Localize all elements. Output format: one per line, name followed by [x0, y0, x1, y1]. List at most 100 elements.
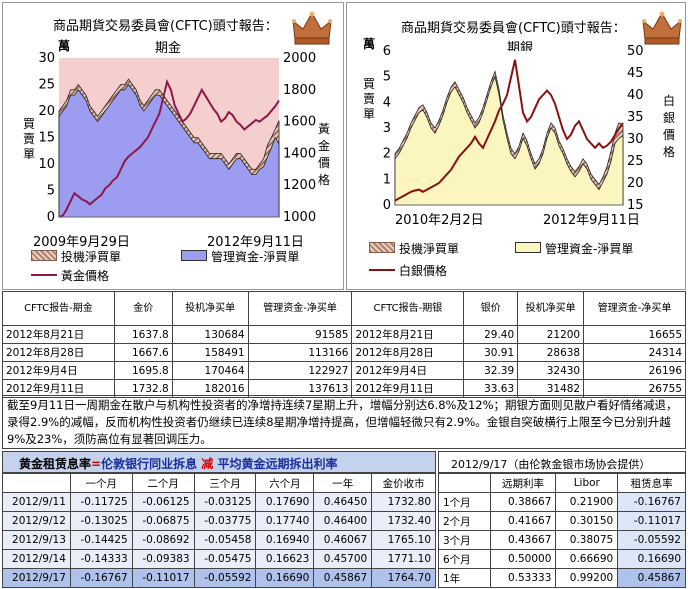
table-cell: 0.43667	[489, 530, 557, 550]
table-cell: 3个月	[438, 530, 491, 550]
left-tick-label: 10	[38, 157, 55, 172]
table-header-row: 远期利率 Libor 租赁息率	[438, 473, 686, 493]
table-cell: 1732.80	[371, 492, 436, 512]
table-cell: -0.14333	[69, 549, 133, 569]
left-tick-label: 5	[383, 70, 391, 85]
table-cell: -0.06875	[131, 511, 195, 531]
table-cell: 1765.10	[371, 530, 436, 550]
right-tick-label: 30	[627, 132, 644, 147]
table-cell: -0.05475	[193, 549, 257, 569]
silver-legend-price: 白銀價格	[399, 264, 448, 278]
right-tick-label: 1200	[283, 178, 316, 193]
table-header	[2, 473, 71, 493]
silver-right-axis-label: 白銀價格	[663, 94, 676, 159]
left-tick-label: 0	[383, 198, 391, 213]
left-tick-label: 3	[383, 121, 391, 136]
gold-unit-label: 萬	[58, 39, 71, 53]
table-cell: 0.99200	[555, 568, 619, 588]
table-cell: 2012年9月11日	[2, 379, 115, 398]
table-cell: 2个月	[438, 511, 491, 531]
table-cell: 0.45867	[313, 568, 373, 588]
table-cell: 2012/9/13	[2, 530, 71, 550]
table-row: 6个月 0.50000 0.66690 0.16690	[438, 549, 686, 569]
table-header: 一个月	[69, 473, 133, 493]
table-cell: 1年	[438, 568, 491, 588]
table-cell: 1732.8	[113, 379, 173, 398]
table-header: 投机净买单	[517, 291, 585, 326]
table-cell: 1764.70	[371, 568, 436, 588]
table-cell: 1771.10	[371, 549, 436, 569]
silver-legend-spec: 投機淨買單	[399, 242, 460, 256]
table-cell: -0.13025	[69, 511, 133, 531]
table-cell: 24314	[583, 343, 686, 362]
table-row: 2012年9月11日 1732.8 182016 137613 2012年9月1…	[2, 379, 686, 398]
table-header: 管理资金-净买单	[583, 291, 686, 326]
libor-table: 远期利率 Libor 租赁息率 1个月 0.38667 0.21900 -0.1…	[438, 473, 686, 588]
left-tick-label: 1	[383, 172, 391, 187]
table-row: 2012/9/14 -0.14333 -0.09383 -0.05475 0.1…	[2, 549, 436, 569]
right-tick-label: 20	[627, 176, 644, 191]
table-row: 3个月 0.43667 0.38075 -0.05592	[438, 530, 686, 550]
gold-legend-price: 黃金價格	[61, 269, 110, 283]
table-cell: 0.16690	[617, 549, 686, 569]
table-cell: 30.91	[463, 343, 519, 362]
silver-chart-title: 商品期貨交易委員會(CFTC)頭寸報告：	[401, 21, 626, 36]
table-cell: 29.40	[463, 325, 519, 344]
table-header	[438, 473, 491, 493]
table-cell: 122927	[247, 361, 353, 380]
table-cell: 31482	[517, 379, 585, 398]
table-header: 一年	[313, 473, 373, 493]
table-cell: 0.45700	[313, 549, 373, 569]
table-header: 六个月	[255, 473, 315, 493]
gold-legend-price-swatch	[31, 274, 57, 276]
table-cell: 0.41667	[489, 511, 557, 531]
table-cell: 158491	[171, 343, 249, 362]
table-cell: 2012年9月4日	[351, 361, 465, 380]
table-cell: 0.50000	[489, 549, 557, 569]
left-tick-label: 0	[47, 210, 55, 225]
table-cell: 0.16623	[255, 549, 315, 569]
silver-unit-label: 萬	[363, 37, 376, 51]
right-tick-label: 15	[627, 198, 644, 213]
table-row: 1个月 0.38667 0.21900 -0.16767	[438, 492, 686, 512]
table-cell: -0.03775	[193, 511, 257, 531]
table-cell: 2012年8月21日	[351, 325, 465, 344]
table-cell: -0.03125	[193, 492, 257, 512]
table-cell: 0.17740	[255, 511, 315, 531]
libor-title: 2012/9/17（由伦敦金银市场协会提供）	[438, 451, 686, 473]
table-cell: 170464	[171, 361, 249, 380]
table-header: 金价	[113, 291, 173, 326]
table-cell: -0.09383	[131, 549, 195, 569]
table-cell: 2012年8月28日	[2, 343, 115, 362]
table-cell: -0.08692	[131, 530, 195, 550]
table-cell: 2012年9月4日	[2, 361, 115, 380]
lease-rate-table: 一个月 二个月 三个月 六个月 一年 金价收市 2012/9/11 -0.117…	[2, 473, 436, 588]
table-cell: 2012/9/12	[2, 511, 71, 531]
table-cell: -0.06125	[131, 492, 195, 512]
table-header: 银价	[463, 291, 519, 326]
table-header: 管理资金-净买单	[247, 291, 353, 326]
table-row: 1年 0.53333 0.99200 0.45867	[438, 568, 686, 588]
table-cell: -0.14425	[69, 530, 133, 550]
table-row: 2012/9/17 -0.16767 -0.11017 -0.05592 0.1…	[2, 568, 436, 588]
table-cell: 0.45867	[617, 568, 686, 588]
gold-legend-spec: 投機淨買單	[61, 250, 122, 264]
table-cell: 26196	[583, 361, 686, 380]
table-header: CFTC报告-期金	[2, 291, 115, 326]
table-row: 2012/9/13 -0.14425 -0.08692 -0.05458 0.1…	[2, 530, 436, 550]
right-tick-label: 45	[627, 66, 644, 81]
table-cell: -0.11017	[131, 568, 195, 588]
table-cell: 26755	[583, 379, 686, 398]
lease-title-a: 黄金租赁息率	[19, 457, 92, 471]
table-cell: 0.17690	[255, 492, 315, 512]
table-cell: 113166	[247, 343, 353, 362]
silver-legend-managed-swatch	[515, 242, 541, 253]
right-tick-label: 2000	[283, 51, 316, 66]
table-row: 2个月 0.41667 0.30150 -0.11017	[438, 511, 686, 531]
table-cell: 0.53333	[489, 568, 557, 588]
table-cell: 32430	[517, 361, 585, 380]
right-tick-label: 1000	[283, 210, 316, 225]
table-cell: 6个月	[438, 549, 491, 569]
